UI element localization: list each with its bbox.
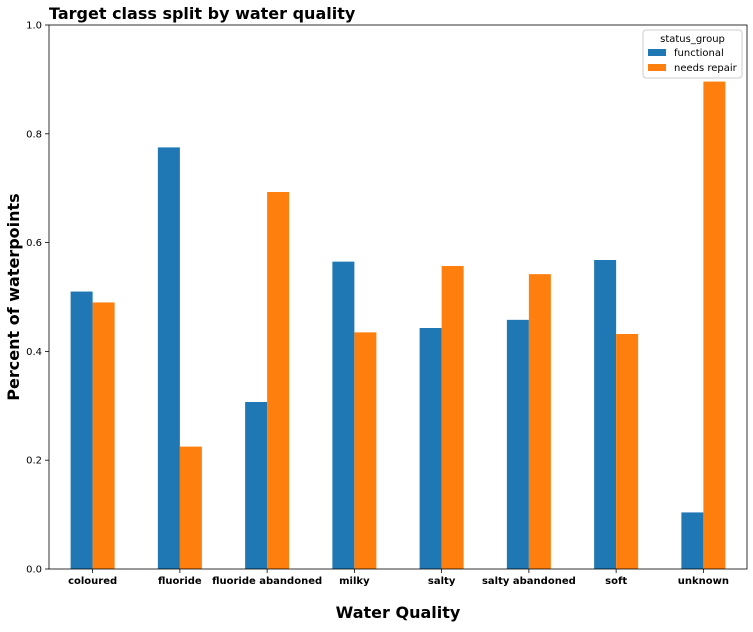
bar-needs-repair-soft bbox=[616, 333, 639, 569]
y-tick-label: 1.0 bbox=[26, 21, 42, 32]
x-tick-label: fluoride abandoned bbox=[212, 576, 322, 587]
bar-functional-soft bbox=[594, 260, 617, 569]
legend-label: needs repair bbox=[674, 63, 738, 74]
bar-functional-salty-abandoned bbox=[506, 319, 529, 569]
x-tick-label: milky bbox=[339, 576, 370, 587]
bar-functional-fluoride bbox=[157, 147, 180, 569]
x-tick-label: soft bbox=[605, 576, 627, 587]
x-tick-label: salty abandoned bbox=[482, 576, 576, 587]
bar-needs-repair-unknown bbox=[703, 81, 726, 570]
bar-needs-repair-fluoride bbox=[179, 446, 202, 569]
bar-needs-repair-fluoride-abandoned bbox=[267, 192, 290, 569]
legend-box bbox=[642, 29, 743, 79]
plot-frame bbox=[48, 24, 748, 570]
bar-needs-repair-milky bbox=[354, 332, 377, 569]
y-axis-label: Percent of waterpoints bbox=[4, 193, 23, 400]
bar-functional-salty bbox=[419, 328, 442, 569]
x-tick-label: salty bbox=[428, 576, 456, 587]
bar-needs-repair-coloured bbox=[92, 302, 115, 569]
y-tick-label: 0.8 bbox=[26, 129, 42, 140]
bar-functional-unknown bbox=[681, 512, 704, 569]
x-axis-ticks: coloured fluoride fluoride abandoned milky s… bbox=[68, 569, 729, 587]
bars-layer bbox=[70, 81, 726, 570]
y-tick-label: 0.0 bbox=[26, 565, 42, 576]
bar-functional-milky bbox=[332, 261, 355, 569]
chart-title: Target class split by water quality bbox=[49, 4, 356, 23]
legend-title: status_group bbox=[660, 34, 725, 45]
x-tick-label: coloured bbox=[68, 576, 117, 587]
legend-swatch bbox=[648, 64, 666, 71]
legend-label: functional bbox=[674, 48, 724, 59]
bar-needs-repair-salty-abandoned bbox=[528, 274, 551, 569]
bar-functional-coloured bbox=[70, 291, 93, 569]
y-tick-label: 0.6 bbox=[26, 238, 42, 249]
legend: status_group functional needs repair bbox=[642, 29, 743, 79]
y-tick-label: 0.4 bbox=[26, 347, 42, 358]
y-axis-ticks: 0.0 0.2 0.4 0.6 0.8 1.0 bbox=[26, 21, 49, 576]
legend-swatch bbox=[648, 49, 666, 56]
y-tick-label: 0.2 bbox=[26, 456, 42, 467]
x-tick-label: fluoride bbox=[158, 576, 202, 587]
x-tick-label: unknown bbox=[678, 576, 729, 587]
x-axis-label: Water Quality bbox=[336, 603, 461, 622]
bar-needs-repair-salty bbox=[441, 265, 464, 569]
bar-functional-fluoride-abandoned bbox=[245, 401, 268, 569]
